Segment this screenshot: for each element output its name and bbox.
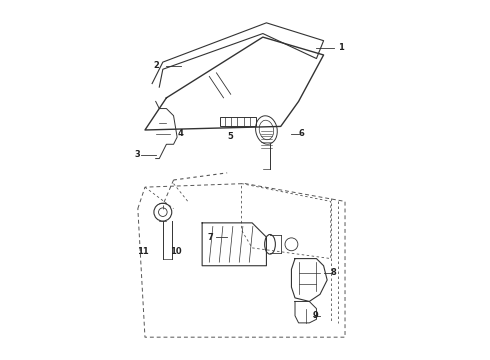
Text: 1: 1 bbox=[338, 43, 344, 52]
Text: 4: 4 bbox=[177, 129, 183, 138]
Text: 10: 10 bbox=[170, 247, 182, 256]
Text: 8: 8 bbox=[331, 268, 337, 277]
Text: 9: 9 bbox=[313, 311, 318, 320]
Text: 3: 3 bbox=[134, 150, 140, 159]
Text: 6: 6 bbox=[298, 129, 304, 138]
Text: 2: 2 bbox=[153, 61, 159, 70]
Text: 11: 11 bbox=[137, 247, 148, 256]
Text: 7: 7 bbox=[207, 233, 213, 242]
Text: 5: 5 bbox=[228, 132, 234, 141]
